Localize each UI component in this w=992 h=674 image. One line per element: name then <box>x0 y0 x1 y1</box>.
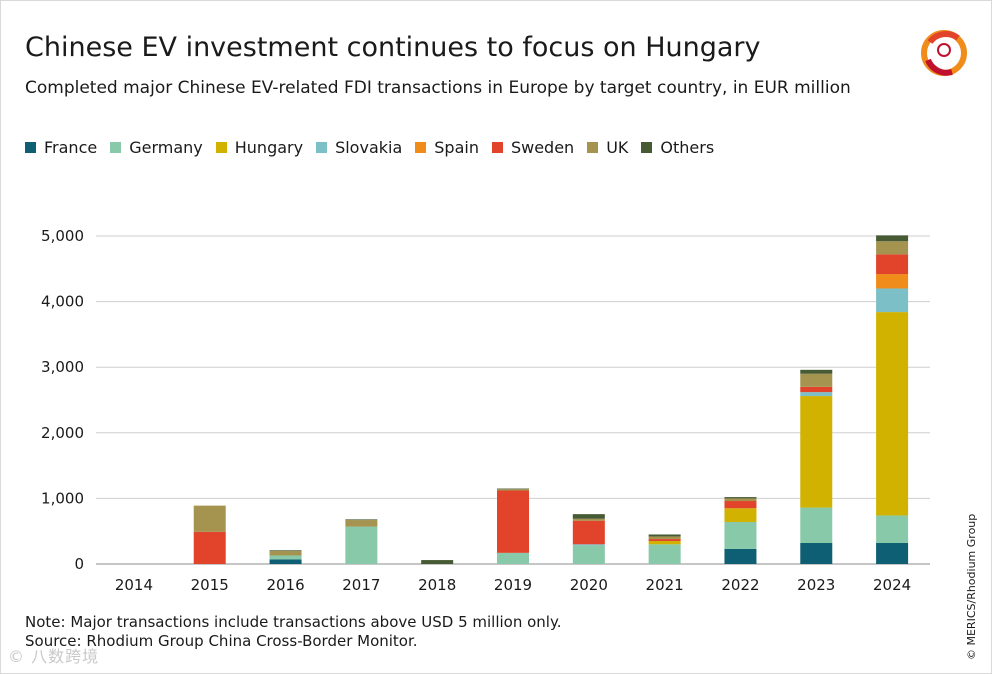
bar-segment-2016-france <box>269 559 302 564</box>
legend-item-hungary: Hungary <box>215 138 304 157</box>
x-tick-label: 2015 <box>191 576 229 594</box>
source-text: Source: Rhodium Group China Cross-Border… <box>25 632 418 650</box>
bar-segment-2024-slovakia <box>876 288 909 313</box>
merics-logo <box>921 30 967 76</box>
bar-segment-2023-france <box>800 543 833 564</box>
x-tick-label: 2016 <box>266 576 304 594</box>
bar-segment-2023-uk <box>800 373 833 387</box>
bar-segment-2018-others <box>421 560 454 564</box>
y-tick-label: 4,000 <box>41 293 84 311</box>
legend-label: France <box>44 138 98 157</box>
legend-label: Spain <box>434 138 479 157</box>
y-tick-label: 3,000 <box>41 358 84 376</box>
x-tick-label: 2021 <box>646 576 684 594</box>
legend-item-spain: Spain <box>415 138 479 157</box>
bar-segment-2020-others <box>572 514 605 519</box>
legend-item-sweden: Sweden <box>491 138 575 157</box>
bar-segment-2022-germany <box>724 522 757 549</box>
legend-label: Germany <box>129 138 203 157</box>
legend-item-others: Others <box>641 138 714 157</box>
legend-label: Slovakia <box>335 138 403 157</box>
bar-segment-2016-uk <box>269 550 302 556</box>
bar-segment-2019-uk <box>497 489 529 491</box>
bar-segment-2020-uk <box>572 518 605 521</box>
legend-label: Sweden <box>510 138 575 157</box>
bar-segment-2024-others <box>876 235 909 242</box>
legend-item-germany: Germany <box>110 138 203 157</box>
bar-segment-2023-hungary <box>800 396 833 508</box>
bar-segment-2019-sweden <box>497 490 529 553</box>
bar-segment-2021-others <box>648 534 681 537</box>
bar-segment-2022-france <box>724 548 757 564</box>
bar-segment-2024-hungary <box>876 312 909 516</box>
x-tick-label: 2024 <box>873 576 911 594</box>
copyright-credit: © MERICS/Rhodium Group <box>965 513 978 660</box>
bar-segment-2022-others <box>724 497 757 499</box>
bar-segment-2020-sweden <box>572 520 605 545</box>
chart-note: Note: Major transactions include transac… <box>25 613 561 651</box>
bar-segment-2024-sweden <box>876 254 909 275</box>
bar-segment-2023-sweden <box>800 386 833 393</box>
bar-segment-2021-sweden <box>648 539 681 542</box>
bar-segment-2024-france <box>876 543 909 564</box>
bar-segment-2022-uk <box>724 498 757 502</box>
bar-segment-2015-sweden <box>193 531 226 564</box>
bar-segment-2021-germany <box>648 544 681 564</box>
legend-item-france: France <box>25 138 97 157</box>
bar-segment-2024-spain <box>876 274 909 289</box>
legend-swatch <box>415 142 427 153</box>
bar-segment-2017-germany <box>345 526 378 564</box>
legend: France Germany Hungary Slovakia Spain Sweden U… <box>25 138 727 157</box>
y-tick-label: 1,000 <box>41 489 84 507</box>
y-tick-label: 5,000 <box>41 227 84 245</box>
x-tick-label: 2018 <box>418 576 456 594</box>
watermark: © 八数跨境 <box>8 647 100 666</box>
y-tick-label: 2,000 <box>41 424 84 442</box>
x-tick-label: 2019 <box>494 576 532 594</box>
legend-label: Hungary <box>234 138 304 157</box>
bar-segment-2022-hungary <box>724 508 757 523</box>
legend-swatch <box>491 142 503 153</box>
x-tick-label: 2020 <box>570 576 608 594</box>
legend-swatch <box>215 142 227 153</box>
bar-segment-2024-germany <box>876 515 909 544</box>
bar-segment-2020-germany <box>572 545 605 564</box>
legend-label: Others <box>660 138 715 157</box>
x-tick-label: 2017 <box>342 576 380 594</box>
y-tick-label: 0 <box>74 555 84 573</box>
bar-segment-2019-others <box>497 488 529 490</box>
legend-label: UK <box>606 138 629 157</box>
bar-segment-2023-slovakia <box>800 392 833 397</box>
bar-segment-2019-germany <box>497 552 529 564</box>
legend-swatch <box>641 142 653 153</box>
x-tick-label: 2022 <box>721 576 759 594</box>
bar-segment-2016-others <box>269 550 302 551</box>
legend-item-uk: UK <box>587 138 628 157</box>
bar-segment-2022-sweden <box>724 501 757 509</box>
legend-item-slovakia: Slovakia <box>316 138 402 157</box>
legend-swatch <box>25 142 36 153</box>
x-tick-label: 2014 <box>115 576 153 594</box>
chart-title: Chinese EV investment continues to focus… <box>25 32 761 63</box>
legend-swatch <box>587 142 599 153</box>
legend-swatch <box>316 142 328 153</box>
bar-segment-2021-uk <box>648 536 681 540</box>
bar-segment-2020-slovakia <box>572 544 605 546</box>
bar-segment-2015-uk <box>193 505 226 532</box>
bar-segment-2024-uk <box>876 241 909 255</box>
bar-segment-2023-others <box>800 369 833 374</box>
legend-swatch <box>110 142 122 153</box>
bar-segment-2017-others <box>345 519 378 521</box>
bar-segment-2021-hungary <box>648 541 681 545</box>
note-text: Note: Major transactions include transac… <box>25 613 562 631</box>
bar-segment-2017-uk <box>345 520 378 527</box>
bar-segment-2016-germany <box>269 555 302 560</box>
bar-segment-2023-germany <box>800 507 833 544</box>
chart-subtitle: Completed major Chinese EV-related FDI t… <box>25 78 851 98</box>
x-tick-label: 2023 <box>797 576 835 594</box>
